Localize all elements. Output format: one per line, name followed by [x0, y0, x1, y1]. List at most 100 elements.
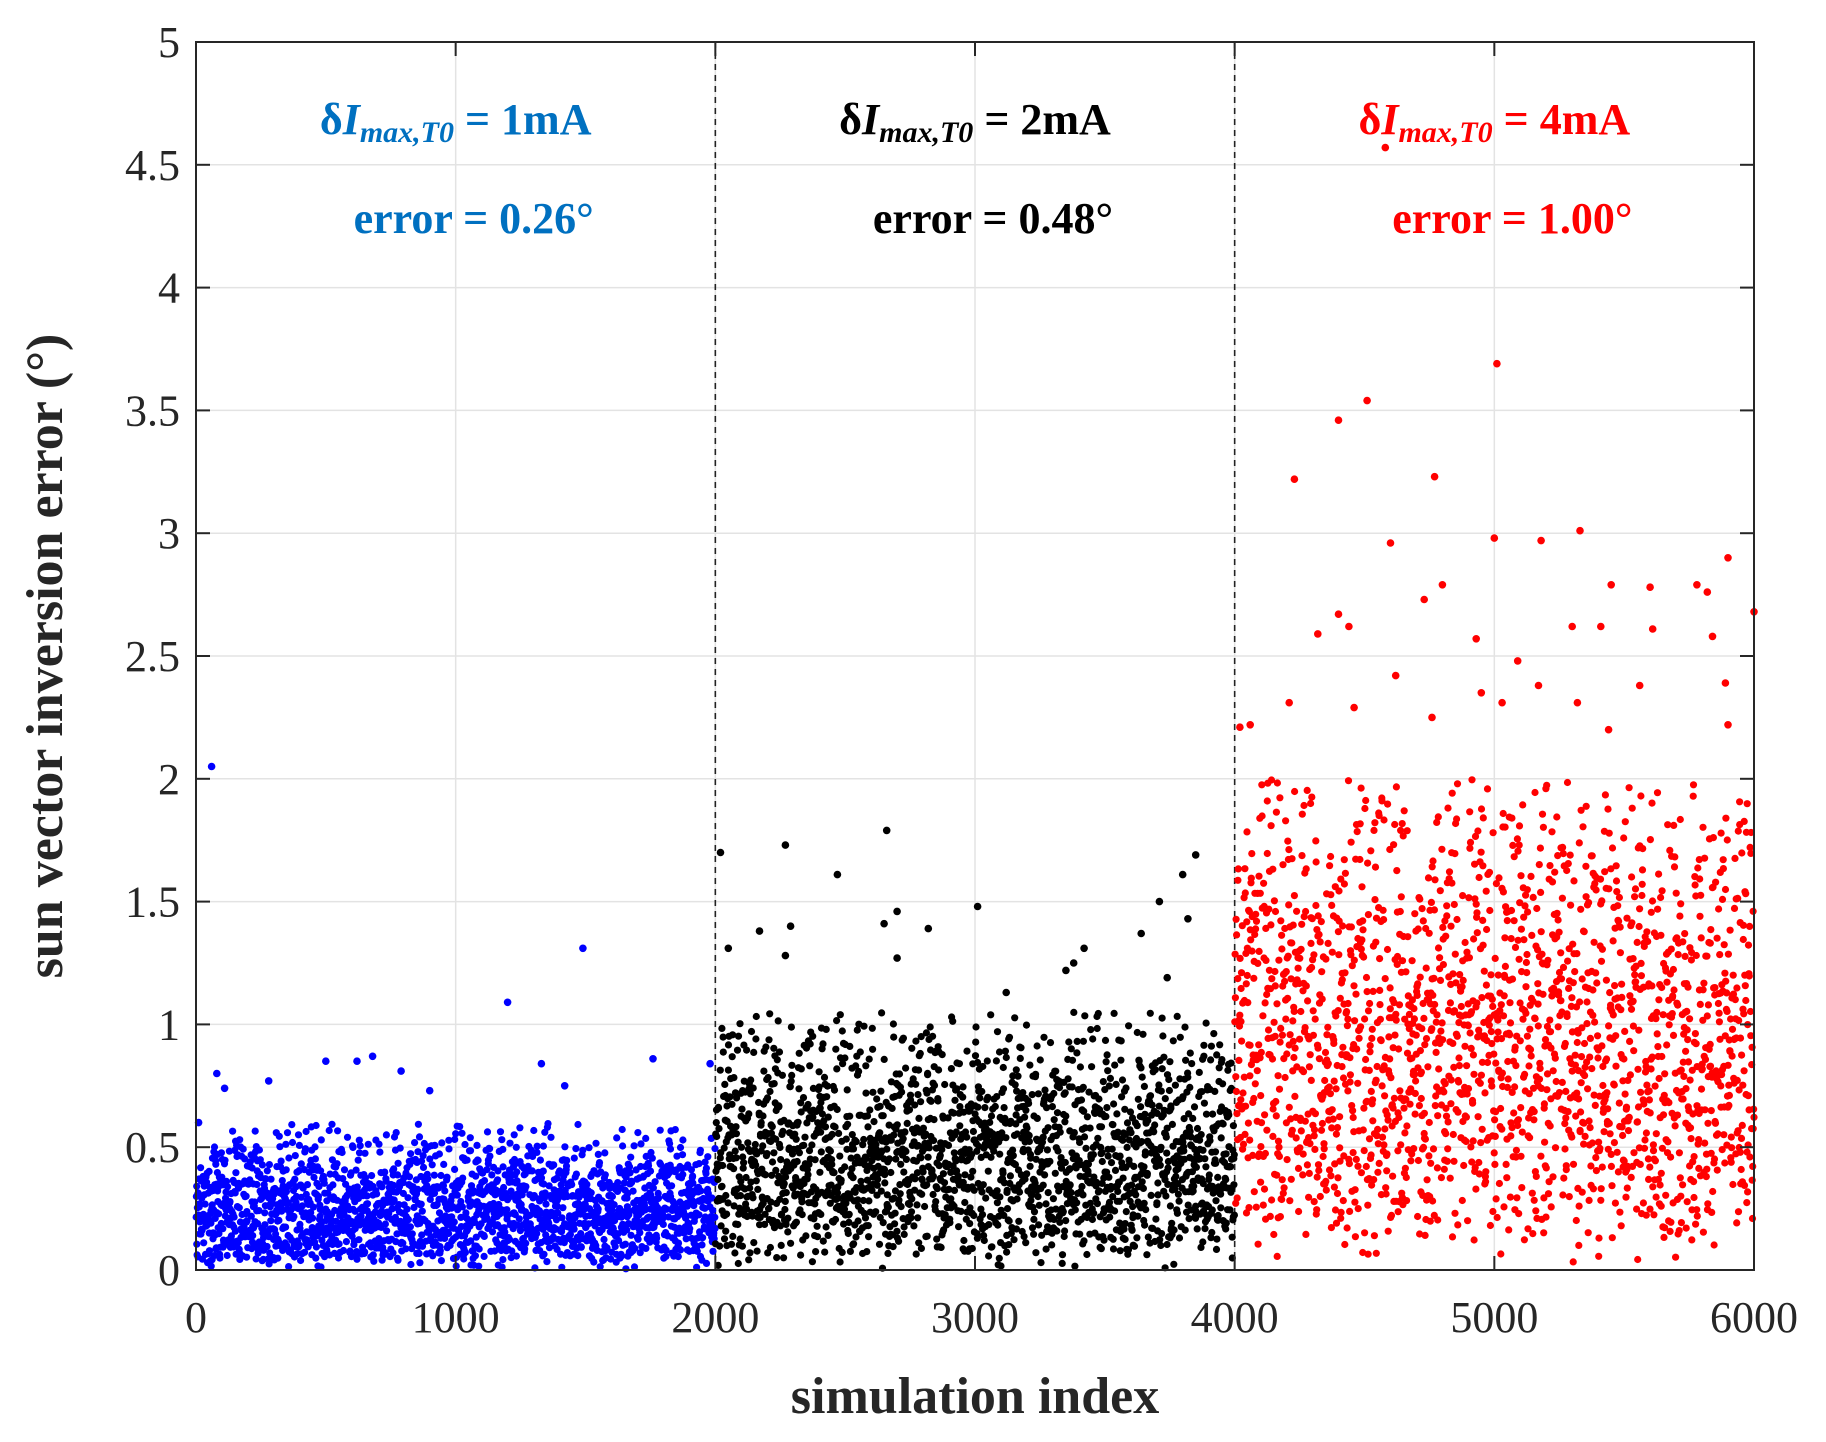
data-point	[1295, 1208, 1302, 1215]
data-point	[1486, 907, 1493, 914]
data-point	[1291, 788, 1298, 795]
data-point	[1159, 1065, 1166, 1072]
data-point	[571, 1155, 578, 1162]
data-point	[393, 1129, 400, 1136]
data-point	[1437, 887, 1444, 894]
data-point	[846, 1043, 853, 1050]
data-point	[1102, 1113, 1109, 1120]
data-point	[855, 1217, 862, 1224]
data-point	[846, 1211, 853, 1218]
data-point	[1243, 918, 1250, 925]
data-point	[438, 1139, 445, 1146]
data-point	[1467, 1029, 1474, 1036]
data-point	[767, 1244, 774, 1251]
data-point	[499, 1256, 506, 1263]
data-point	[511, 1131, 518, 1138]
data-point	[219, 1225, 226, 1232]
data-point-outlier	[353, 1057, 361, 1065]
data-point	[1214, 1174, 1221, 1181]
data-point	[1429, 857, 1436, 864]
data-point	[959, 1094, 966, 1101]
data-point	[1290, 922, 1297, 929]
data-point	[1425, 1152, 1432, 1159]
data-point	[781, 1206, 788, 1213]
data-point	[1275, 957, 1282, 964]
data-point	[1217, 1191, 1224, 1198]
data-point	[1078, 1096, 1085, 1103]
data-point	[1327, 891, 1334, 898]
data-point	[1470, 1071, 1477, 1078]
data-point	[1253, 918, 1260, 925]
data-point	[1298, 946, 1305, 953]
data-point	[994, 1187, 1001, 1194]
data-point	[1412, 1090, 1419, 1097]
data-point	[1373, 1250, 1380, 1257]
data-point	[1389, 1173, 1396, 1180]
data-point	[1199, 1147, 1206, 1154]
data-point	[1268, 1196, 1275, 1203]
data-point	[1482, 1168, 1489, 1175]
data-point	[1383, 1167, 1390, 1174]
data-point	[1458, 1003, 1465, 1010]
data-point	[462, 1249, 469, 1256]
data-point	[221, 1157, 228, 1164]
data-point	[850, 1174, 857, 1181]
data-point	[1308, 1077, 1315, 1084]
data-point	[737, 1192, 744, 1199]
data-point	[897, 1161, 904, 1168]
data-point	[869, 1046, 876, 1053]
data-point	[802, 1232, 809, 1239]
data-point	[1434, 1216, 1441, 1223]
data-point	[1327, 853, 1334, 860]
data-point	[878, 1188, 885, 1195]
data-point	[787, 1240, 794, 1247]
data-point	[1398, 893, 1405, 900]
data-point	[1300, 802, 1307, 809]
data-point	[1074, 1038, 1081, 1045]
data-point	[653, 1235, 660, 1242]
data-point	[340, 1247, 347, 1254]
data-point	[328, 1121, 335, 1128]
data-point	[1329, 1106, 1336, 1113]
data-point	[571, 1226, 578, 1233]
data-point	[318, 1136, 325, 1143]
data-point	[1335, 887, 1342, 894]
data-point	[1077, 1063, 1084, 1070]
data-point	[1257, 1179, 1264, 1186]
data-point	[679, 1136, 686, 1143]
data-point	[529, 1167, 536, 1174]
data-point	[1281, 1184, 1288, 1191]
data-point	[650, 1184, 657, 1191]
data-point	[1483, 982, 1490, 989]
data-point	[837, 1011, 844, 1018]
data-point	[1276, 794, 1283, 801]
data-point	[1449, 970, 1456, 977]
data-point	[1223, 1150, 1230, 1157]
data-point	[881, 1056, 888, 1063]
data-point	[1422, 1232, 1429, 1239]
data-point	[1260, 880, 1267, 887]
data-point	[1472, 1186, 1479, 1193]
data-point	[481, 1233, 488, 1240]
data-point	[1251, 1188, 1258, 1195]
data-point	[1345, 1000, 1352, 1007]
data-point	[282, 1141, 289, 1148]
data-point	[963, 1048, 970, 1055]
data-point	[1117, 1153, 1124, 1160]
data-point	[1322, 956, 1329, 963]
data-point	[1223, 1220, 1230, 1227]
data-point	[1442, 1130, 1449, 1137]
data-point	[1054, 1147, 1061, 1154]
data-point	[459, 1203, 466, 1210]
data-point-outlier	[561, 1082, 569, 1090]
data-point-outlier	[1062, 967, 1070, 975]
data-point	[1316, 931, 1323, 938]
data-point	[1218, 1056, 1225, 1063]
data-point	[1159, 1015, 1166, 1022]
data-point	[1157, 1242, 1164, 1249]
data-point	[1095, 1095, 1102, 1102]
data-point-outlier	[1156, 898, 1164, 906]
data-point	[869, 1025, 876, 1032]
data-point	[1036, 1202, 1043, 1209]
data-point	[488, 1171, 495, 1178]
